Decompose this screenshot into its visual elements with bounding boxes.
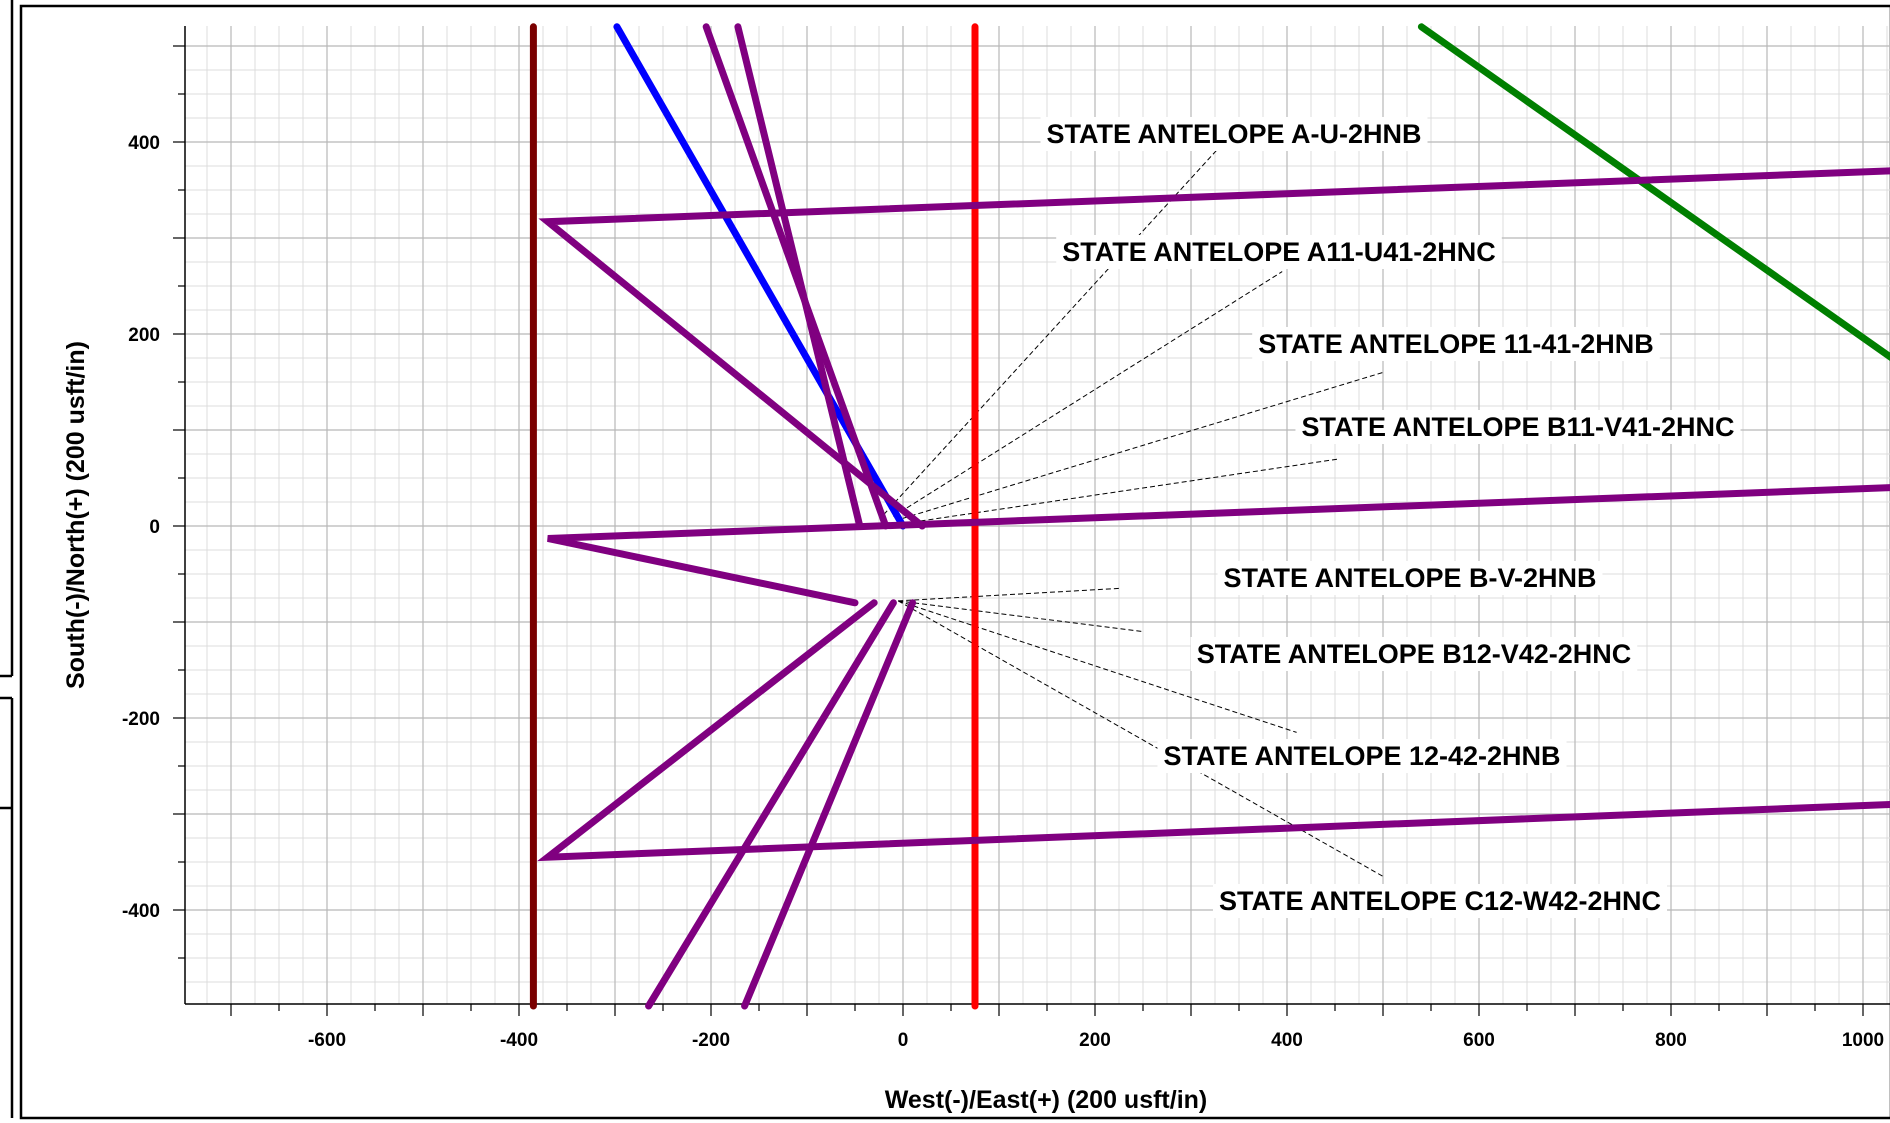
annotation-leader xyxy=(902,371,1384,519)
well-path-line xyxy=(741,599,917,1010)
annotation-leader xyxy=(883,146,1221,515)
grid-minor xyxy=(185,26,1890,1004)
x-tick-label: 1000 xyxy=(1842,1030,1884,1051)
left-panel-fragments xyxy=(0,0,14,1118)
x-tick-label: 200 xyxy=(1079,1030,1111,1051)
x-tick-label: -200 xyxy=(692,1030,730,1051)
y-tick-label: -400 xyxy=(122,901,160,922)
y-tick-label: 200 xyxy=(128,325,160,346)
annotation-label: STATE ANTELOPE B11-V41-2HNC xyxy=(1301,412,1734,442)
annotation-label-bg xyxy=(1212,884,1668,918)
well-path-line xyxy=(538,167,1890,530)
annotation-label: STATE ANTELOPE B12-V42-2HNC xyxy=(1197,639,1632,669)
well-path-line xyxy=(547,484,1890,607)
annotation-leader xyxy=(898,600,1297,733)
annotation-leader xyxy=(898,587,1120,602)
y-tick-labels: 400 200 0 -200 -400 xyxy=(122,133,160,922)
annotation-labels: STATE ANTELOPE A-U-2HNB STATE ANTELOPE A1… xyxy=(1040,117,1741,918)
annotation-label: STATE ANTELOPE B-V-2HNB xyxy=(1223,563,1596,593)
series-lines xyxy=(529,23,1890,1010)
annotation-label-bg xyxy=(1252,327,1660,361)
y-tick-label: 400 xyxy=(128,133,160,154)
x-tick-label: 800 xyxy=(1655,1030,1687,1051)
annotation-label-bg xyxy=(1040,117,1428,151)
axes xyxy=(173,26,1890,1016)
well-path-line xyxy=(734,23,864,530)
well-path-line xyxy=(537,599,1890,862)
x-tick-label: 600 xyxy=(1463,1030,1495,1051)
plot-frame xyxy=(19,4,1890,1120)
y-tick-label: -200 xyxy=(122,709,160,730)
annotation-label: STATE ANTELOPE C12-W42-2HNC xyxy=(1219,886,1661,916)
annotation-label-bg xyxy=(1217,561,1603,595)
well-path-line xyxy=(1417,23,1890,361)
annotation-label: STATE ANTELOPE A11-U41-2HNC xyxy=(1062,237,1496,267)
annotation-label-bg xyxy=(1056,235,1502,269)
x-tick-label: 400 xyxy=(1271,1030,1303,1051)
y-axis-title: South(-)/North(+) (200 usft/in) xyxy=(62,341,90,689)
annotation-leader xyxy=(898,600,1144,633)
annotation-label: STATE ANTELOPE 11-41-2HNB xyxy=(1258,329,1654,359)
y-tick-label: 0 xyxy=(149,517,160,538)
annotation-label-bg xyxy=(1295,410,1741,444)
x-tick-label: -400 xyxy=(500,1030,538,1051)
annotation-label-bg xyxy=(1190,637,1638,671)
well-path-line xyxy=(645,599,897,1010)
annotation-leader xyxy=(893,271,1283,517)
annotation-label-bg xyxy=(1157,739,1567,773)
x-tick-label: -600 xyxy=(308,1030,346,1051)
annotation-label: STATE ANTELOPE 12-42-2HNB xyxy=(1163,741,1560,771)
x-axis-title: West(-)/East(+) (200 usft/in) xyxy=(885,1086,1208,1114)
x-tick-labels: -600 -400 -200 0 200 400 600 800 1000 xyxy=(308,1030,1884,1051)
annotation-label: STATE ANTELOPE A-U-2HNB xyxy=(1047,119,1422,149)
x-tick-label: 0 xyxy=(898,1030,909,1051)
